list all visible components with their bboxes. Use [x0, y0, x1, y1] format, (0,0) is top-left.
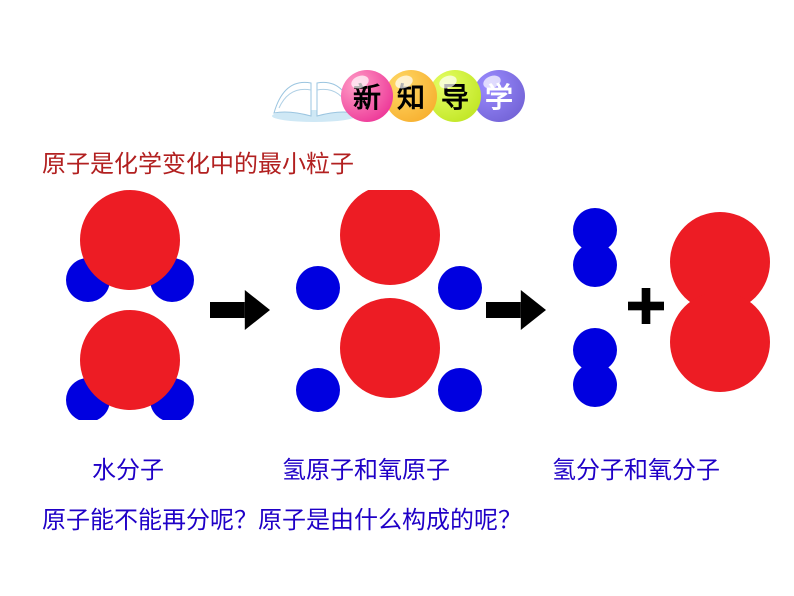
char-dao: 导	[441, 76, 469, 116]
header-section: 新 知 导 学	[0, 68, 794, 123]
label-water: 水分子	[92, 450, 164, 485]
molecule-diagram	[60, 190, 760, 420]
title-circles: 新 知 导 学	[349, 70, 525, 122]
label-atoms: 氢原子和氧原子	[282, 450, 450, 485]
question-text: 原子能不能再分呢？原子是由什么构成的呢？	[42, 500, 522, 535]
char-xue: 学	[485, 76, 513, 116]
circle-xin: 新	[341, 70, 393, 122]
char-xin: 新	[353, 76, 381, 116]
label-molecules: 氢分子和氧分子	[552, 450, 720, 485]
char-zhi: 知	[397, 76, 425, 116]
main-title: 原子是化学变化中的最小粒子	[42, 144, 354, 179]
